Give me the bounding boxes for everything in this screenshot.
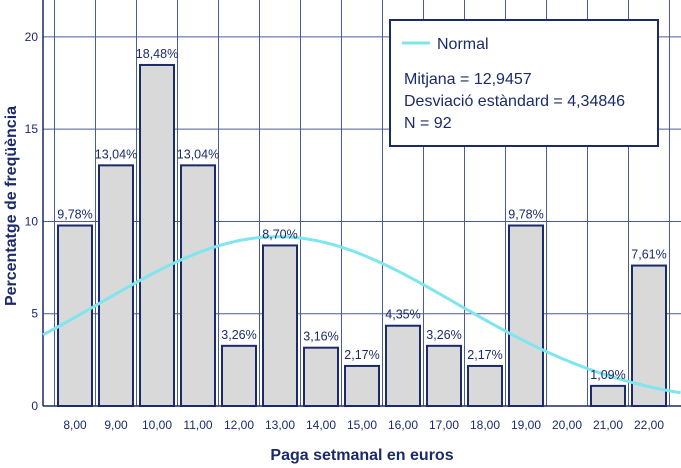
bar-labels: 9,78% 13,04% 18,48% 13,04% 3,26% 8,70% 3,16% 2,…	[57, 47, 666, 382]
bar-label: 3,26%	[426, 328, 461, 342]
x-tick-label: 15,00	[347, 418, 377, 432]
legend-stat-sd: Desviació estàndard = 4,34846	[404, 93, 625, 110]
bar-label: 2,17%	[467, 348, 502, 362]
x-tick-label: 13,00	[265, 418, 295, 432]
bar-18,00	[467, 364, 503, 408]
x-tick-label: 22,00	[634, 418, 664, 432]
bar-13,00	[262, 244, 298, 407]
bar-label: 13,04%	[177, 147, 219, 161]
x-tick-label: 10,00	[142, 418, 172, 432]
bar-label: 7,61%	[631, 248, 666, 262]
x-tick-label: 17,00	[429, 418, 459, 432]
bar-16,00	[385, 324, 421, 407]
bar-label: 13,04%	[95, 147, 137, 161]
bar-11,00	[180, 164, 216, 407]
x-axis-title: Paga setmanal en euros	[270, 447, 453, 464]
bar-label: 1,09%	[590, 368, 625, 382]
bar-label: 3,16%	[303, 330, 338, 344]
y-tick-label: 10	[25, 214, 39, 228]
x-tick-label: 16,00	[388, 418, 418, 432]
bar-17,00	[426, 344, 462, 408]
y-tick-label: 5	[31, 307, 38, 321]
x-tick-label: 11,00	[183, 418, 212, 432]
x-tick-label: 14,00	[306, 418, 336, 432]
legend-stat-mean: Mitjana = 12,9457	[404, 71, 532, 88]
legend: Normal Mitjana = 12,9457 Desviació estàn…	[389, 19, 659, 147]
legend-box	[389, 19, 659, 147]
y-tick-label: 0	[31, 399, 38, 413]
x-tick-label: 9,00	[104, 418, 128, 432]
bar-19,00	[508, 224, 544, 407]
x-tick-label: 21,00	[593, 418, 623, 432]
bar-21,00	[590, 384, 626, 408]
x-tick-label: 19,00	[511, 418, 541, 432]
x-tick-label: 12,00	[224, 418, 254, 432]
y-axis-title: Percentatge de freqüència	[3, 106, 20, 306]
bar-9,00	[98, 164, 134, 407]
bar-label: 3,26%	[221, 328, 256, 342]
bar-14,00	[303, 346, 339, 407]
axis-ticks: 8,00 9,00 10,00 11,00 12,00 13,00 14,00 15,00 16…	[25, 30, 665, 432]
y-tick-label: 15	[25, 122, 39, 136]
x-tick-label: 8,00	[63, 418, 87, 432]
bar-label: 9,78%	[57, 208, 92, 222]
bar-label: 9,78%	[508, 208, 543, 222]
legend-stat-n: N = 92	[404, 115, 452, 132]
x-tick-label: 18,00	[470, 418, 500, 432]
x-tick-label: 20,00	[552, 418, 582, 432]
bar-label: 18,48%	[136, 47, 178, 61]
bar-label: 4,35%	[385, 308, 420, 322]
bar-label: 2,17%	[344, 348, 379, 362]
legend-series-label: Normal	[437, 36, 489, 53]
bar-label: 8,70%	[262, 227, 297, 241]
bar-10,00	[139, 63, 175, 408]
y-tick-label: 20	[25, 30, 39, 44]
normal-curve	[42, 235, 681, 395]
bar-15,00	[344, 364, 380, 408]
bar-12,00	[221, 344, 257, 408]
